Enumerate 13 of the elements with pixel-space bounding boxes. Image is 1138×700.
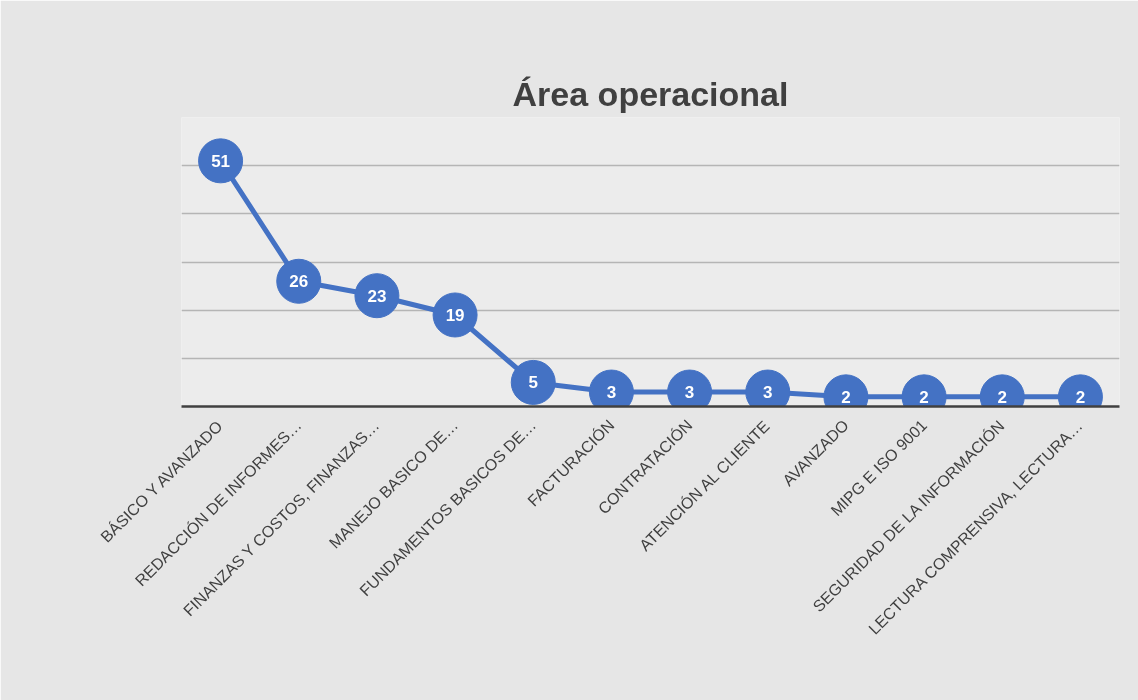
data-label: 2 (1075, 387, 1086, 407)
data-label: 2 (997, 387, 1007, 407)
data-label: 3 (763, 383, 773, 403)
data-label: 2 (919, 387, 929, 407)
data-label: 26 (289, 272, 309, 292)
data-label: 2 (841, 387, 851, 407)
data-label: 3 (684, 383, 695, 403)
data-label: 51 (211, 151, 231, 171)
data-label: 23 (367, 286, 387, 306)
data-label: 3 (606, 383, 617, 403)
data-label: 5 (528, 373, 538, 393)
data-label: 19 (445, 305, 465, 325)
chart-title: Área operacional (512, 74, 789, 113)
